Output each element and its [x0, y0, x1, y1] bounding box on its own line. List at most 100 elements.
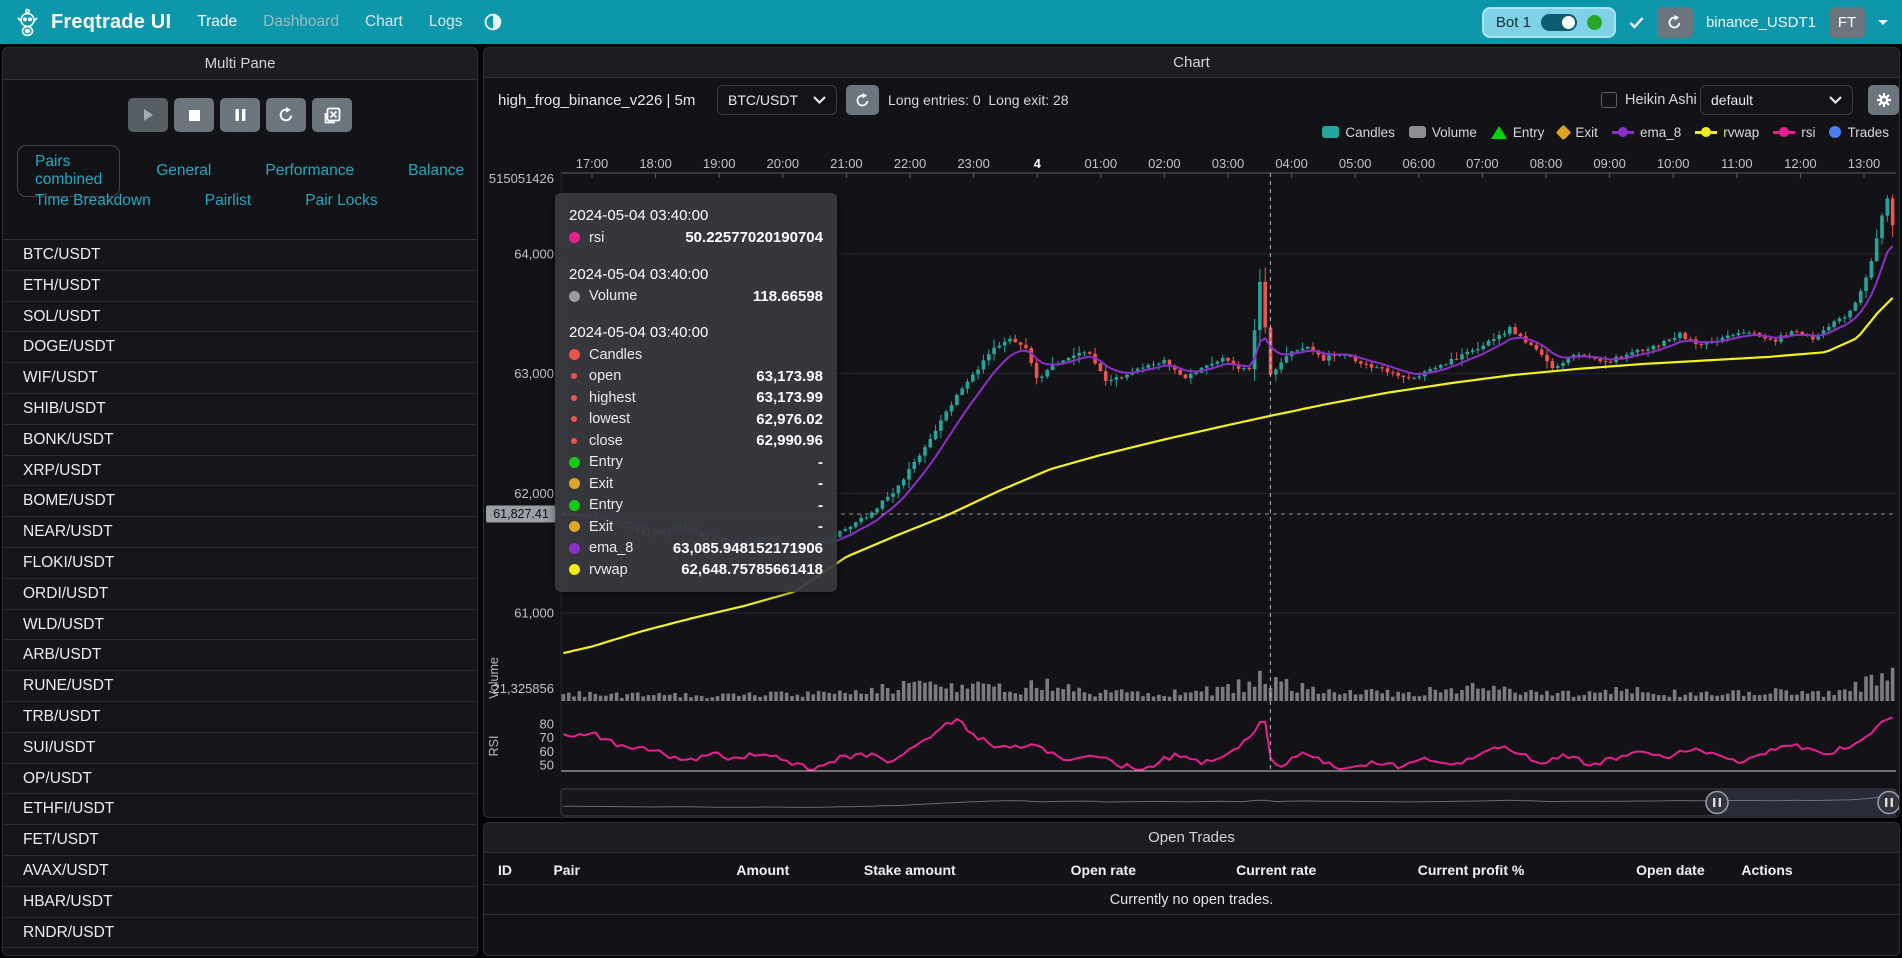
pair-list-item-sui-usdt[interactable]: SUI/USDT	[3, 732, 477, 764]
column-header-actions: Actions	[1741, 861, 1793, 878]
price-chart[interactable]: 17:00 18:00 19:00 20:00 21:00 22:00 23:00 4 01:0…	[484, 148, 1900, 818]
pair-list-item-ethfi-usdt[interactable]: ETHFI/USDT	[3, 794, 477, 826]
reload-bot-button[interactable]	[1656, 6, 1693, 38]
legend-item-entry[interactable]: Entry	[1490, 125, 1544, 140]
highest-marker-icon	[571, 394, 577, 401]
tab-general[interactable]: General	[156, 162, 212, 179]
nav-link-logs[interactable]: Logs	[428, 13, 463, 30]
top-navbar: Freqtrade UI Trade Dashboard Chart Logs Bot…	[0, 0, 1902, 44]
pair-list-item-op-usdt[interactable]: OP/USDT	[3, 763, 477, 795]
svg-text:04:00: 04:00	[1275, 156, 1308, 171]
multi-pane-header: Multi Pane	[3, 48, 477, 80]
tab-performance[interactable]: Performance	[265, 162, 355, 179]
pair-list-item-ordi-usdt[interactable]: ORDI/USDT	[3, 578, 477, 610]
exit-marker-icon	[569, 478, 580, 490]
refresh-chart-button[interactable]	[846, 85, 879, 115]
tab-time-breakdown[interactable]: Time Breakdown	[35, 192, 151, 209]
pair-list-item-rune-usdt[interactable]: RUNE/USDT	[3, 671, 477, 702]
datazoom-handle-right[interactable]	[1877, 790, 1900, 815]
pair-list-item-wif-usdt[interactable]: WIF/USDT	[3, 363, 477, 394]
tooltip-value: 63,173.98	[756, 367, 823, 385]
pair-list-item-eth-usdt[interactable]: ETH/USDT	[3, 270, 477, 302]
entry-marker-icon	[569, 499, 580, 511]
play-button[interactable]	[128, 98, 168, 132]
pair-list-item-fet-usdt[interactable]: FET/USDT	[3, 825, 477, 856]
bot-toggle[interactable]	[1540, 13, 1577, 31]
svg-text:12:00: 12:00	[1784, 156, 1817, 171]
tab-balance[interactable]: Balance	[408, 162, 465, 179]
pair-list-item-ar-usdt[interactable]: AR/USDT	[3, 948, 477, 955]
datazoom-handle-left[interactable]	[1705, 790, 1729, 815]
close-marker-icon	[571, 437, 577, 444]
user-avatar[interactable]: FT	[1829, 6, 1865, 38]
pair-select[interactable]: BTC/USDT	[717, 85, 837, 115]
multi-pane-panel: Multi Pane Pairs combined General Performa…	[2, 47, 478, 956]
pair-list-item-arb-usdt[interactable]: ARB/USDT	[3, 640, 477, 672]
legend-item-rsi[interactable]: rsi	[1773, 125, 1815, 140]
pair-list-item-trb-usdt[interactable]: TRB/USDT	[3, 701, 477, 733]
datazoom-slider[interactable]	[560, 788, 1900, 817]
theme-toggle-icon[interactable]	[484, 13, 502, 31]
pair-list-item-rndr-usdt[interactable]: RNDR/USDT	[3, 917, 477, 949]
pane-tabs-row2: Time Breakdown Pairlist Pair Locks	[17, 184, 396, 218]
candles-marker-icon	[569, 349, 580, 361]
legend-item-trades[interactable]: Trades	[1829, 125, 1889, 140]
pair-list-item-btc-usdt[interactable]: BTC/USDT	[3, 240, 477, 271]
bot-selector[interactable]: Bot 1	[1481, 6, 1616, 38]
svg-text:63,000: 63,000	[514, 366, 554, 381]
tooltip-value: 62,648.75785661418	[681, 561, 823, 579]
tooltip-row-lowest: lowest 62,976.02	[569, 409, 823, 431]
datazoom-selected-range	[1717, 790, 1895, 815]
main-nav: Trade Dashboard Chart Logs	[197, 13, 462, 31]
tooltip-row-candles: Candles	[569, 344, 823, 366]
column-header-id: ID	[498, 861, 512, 878]
tab-pair-locks[interactable]: Pair Locks	[305, 192, 378, 209]
legend-label: rvwap	[1723, 124, 1760, 140]
caret-down-icon[interactable]	[1878, 19, 1888, 25]
svg-text:19:00: 19:00	[703, 156, 736, 171]
bot-status-dot	[1586, 14, 1602, 30]
tooltip-label: lowest	[589, 411, 631, 428]
rsi-marker-icon	[569, 232, 580, 244]
legend-label: Trades	[1847, 124, 1889, 140]
tab-pairlist[interactable]: Pairlist	[204, 192, 252, 209]
nav-link-dashboard[interactable]: Dashboard	[263, 13, 339, 30]
heikin-ashi-label: Heikin Ashi	[1625, 92, 1697, 108]
pair-list-item-hbar-usdt[interactable]: HBAR/USDT	[3, 886, 477, 918]
pair-list-item-avax-usdt[interactable]: AVAX/USDT	[3, 855, 477, 887]
tooltip-label: Entry	[589, 497, 623, 514]
tab-pairs-combined[interactable]: Pairs combined	[17, 145, 121, 197]
pair-list-item-shib-usdt[interactable]: SHIB/USDT	[3, 393, 477, 425]
pair-list-item-near-usdt[interactable]: NEAR/USDT	[3, 517, 477, 548]
refresh-pane-button[interactable]	[266, 98, 306, 132]
pair-list-item-doge-usdt[interactable]: DOGE/USDT	[3, 332, 477, 364]
legend-item-candles[interactable]: Candles	[1322, 125, 1395, 140]
nav-link-chart[interactable]: Chart	[364, 13, 403, 30]
legend-item-ema-8[interactable]: ema_8	[1611, 125, 1681, 140]
pair-list-item-wld-usdt[interactable]: WLD/USDT	[3, 609, 477, 641]
nav-link-trade[interactable]: Trade	[197, 13, 238, 30]
stop-button[interactable]	[174, 98, 214, 132]
pair-list-item-bome-usdt[interactable]: BOME/USDT	[3, 486, 477, 518]
column-header-open-date: Open date	[1636, 861, 1705, 878]
svg-text:61,827.41: 61,827.41	[493, 507, 549, 521]
legend-item-rvwap[interactable]: rvwap	[1695, 125, 1759, 140]
pair-list-item-floki-usdt[interactable]: FLOKI/USDT	[3, 547, 477, 579]
tooltip-value: 50.22577020190704	[685, 229, 823, 247]
pair-list-item-xrp-usdt[interactable]: XRP/USDT	[3, 455, 477, 487]
clear-chart-button[interactable]	[312, 98, 352, 132]
pause-button[interactable]	[220, 98, 260, 132]
svg-text:03:00: 03:00	[1212, 156, 1245, 171]
ema-8-marker-icon	[569, 542, 580, 554]
plot-settings-gear-button[interactable]	[1868, 85, 1899, 115]
chart-header-title: Chart	[484, 48, 1899, 78]
legend-item-volume[interactable]: Volume	[1408, 125, 1477, 140]
pair-list-item-bonk-usdt[interactable]: BONK/USDT	[3, 424, 477, 456]
heikin-ashi-checkbox[interactable]	[1601, 92, 1617, 108]
rvwap-legend-marker-icon	[1695, 126, 1718, 138]
plot-config-select[interactable]: default	[1700, 85, 1853, 115]
entries-summary: Long entries: 0 Long exit: 28	[888, 92, 1069, 108]
svg-text:50: 50	[540, 758, 554, 773]
pair-list-item-sol-usdt[interactable]: SOL/USDT	[3, 301, 477, 333]
legend-item-exit[interactable]: Exit	[1556, 124, 1598, 140]
